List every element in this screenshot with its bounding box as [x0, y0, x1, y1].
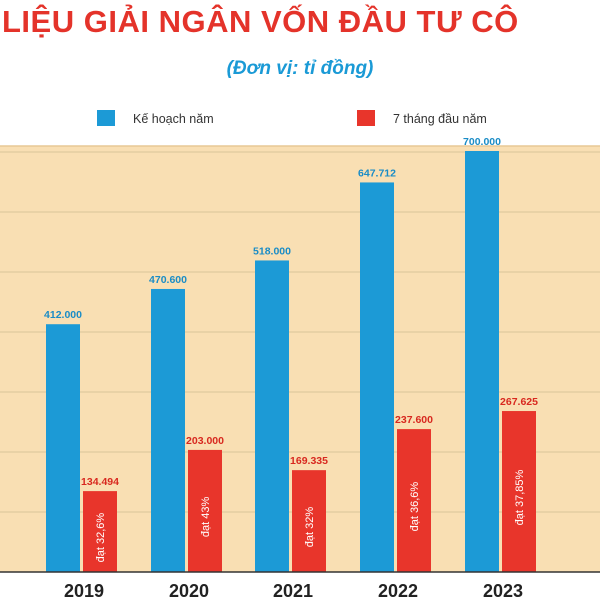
bar-label-plan-2021: 518.000	[253, 245, 291, 257]
bar-label-actual-2023: 267.625	[500, 396, 538, 408]
bar-actual-2022	[397, 429, 431, 572]
bar-label-plan-2020: 470.600	[149, 274, 187, 286]
chart-subtitle: (Đơn vị: tỉ đồng)	[226, 58, 374, 79]
x-tick-2022: 2022	[378, 581, 418, 600]
bar-percent-2020: đạt 43%	[200, 497, 212, 538]
bar-label-actual-2019: 134.494	[81, 476, 119, 488]
x-tick-2019: 2019	[64, 581, 104, 600]
x-tick-2023: 2023	[483, 581, 523, 600]
bar-plan-2023	[465, 151, 499, 572]
bar-label-plan-2023: 700.000	[463, 136, 501, 148]
bar-actual-2020	[188, 449, 222, 572]
x-tick-2020: 2020	[169, 581, 209, 600]
bar-actual-2023	[502, 411, 536, 572]
bar-plan-2020	[151, 288, 185, 572]
legend-label-0: Kế hoạch năm	[133, 112, 214, 126]
bar-plan-2019	[46, 324, 80, 572]
bar-percent-2021: đạt 32%	[304, 507, 316, 548]
bar-percent-2023: đạt 37,85%	[514, 469, 526, 525]
x-tick-2021: 2021	[273, 581, 313, 600]
bar-label-actual-2021: 169.335	[290, 455, 328, 467]
bar-label-plan-2019: 412.000	[44, 309, 82, 321]
legend-swatch-1	[357, 110, 375, 126]
legend-label-1: 7 tháng đầu năm	[393, 112, 487, 126]
bar-label-actual-2020: 203.000	[186, 435, 224, 447]
chart-title: LIỆU GIẢI NGÂN VỐN ĐẦU TƯ CÔ	[2, 4, 519, 39]
bar-label-plan-2022: 647.712	[358, 167, 396, 179]
bar-plan-2021	[255, 260, 289, 572]
bar-percent-2022: đạt 36,6%	[409, 482, 421, 532]
legend-swatch-0	[97, 110, 115, 126]
bar-percent-2019: đạt 32,6%	[95, 513, 107, 563]
bar-label-actual-2022: 237.600	[395, 414, 433, 426]
bar-actual-2021	[292, 470, 326, 572]
bar-plan-2022	[360, 182, 394, 572]
bar-actual-2019	[83, 491, 117, 572]
